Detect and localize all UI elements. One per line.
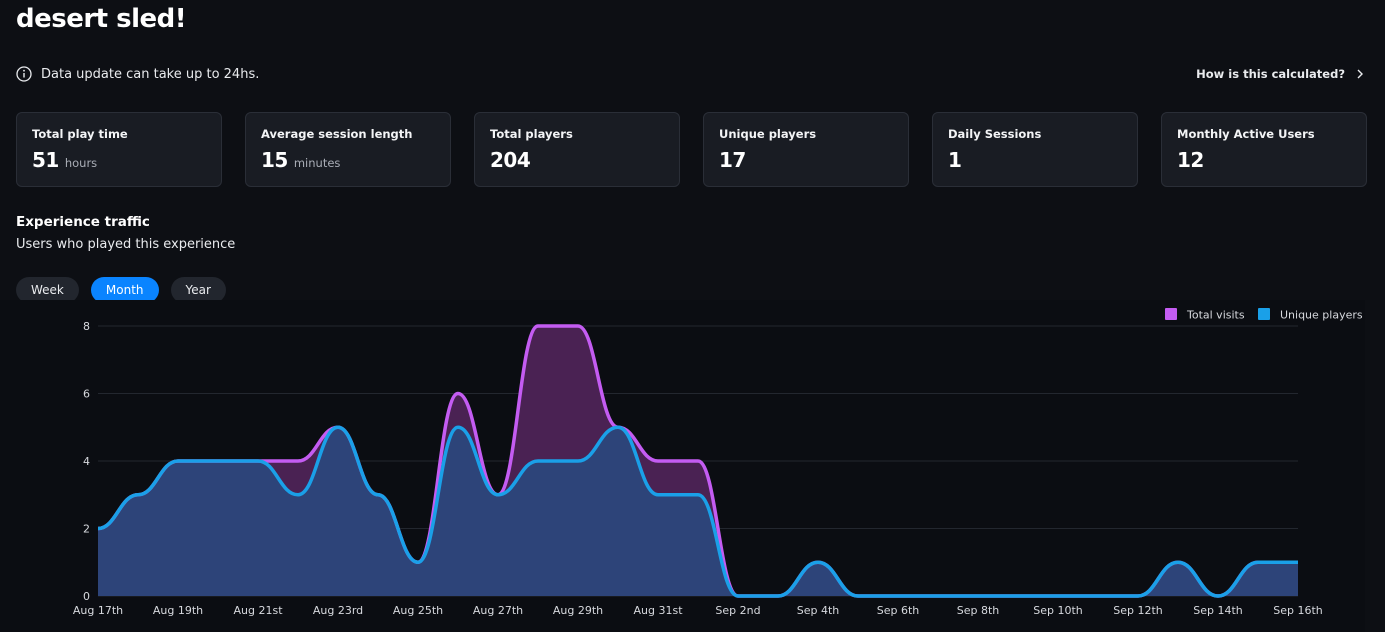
stat-card-average-session-length: Average session length 15 minutes <box>245 112 451 187</box>
stat-unit: hours <box>64 156 98 170</box>
stat-card-total-play-time: Total play time 51 hours <box>16 112 222 187</box>
stat-value: 1 <box>948 148 962 172</box>
x-tick-label: Sep 8th <box>957 604 1000 617</box>
stat-label: Total play time <box>32 127 128 141</box>
stat-unit: minutes <box>293 156 341 170</box>
legend-label: Unique players <box>1280 309 1363 322</box>
stat-value: 17 <box>719 148 746 172</box>
x-tick-label: Sep 2nd <box>715 604 760 617</box>
stat-label: Unique players <box>719 127 817 141</box>
stat-card-unique-players: Unique players 17 <box>703 112 909 187</box>
x-tick-label: Aug 27th <box>473 604 523 617</box>
x-tick-label: Aug 29th <box>553 604 603 617</box>
x-tick-label: Aug 21st <box>233 604 283 617</box>
traffic-section-subtitle: Users who played this experience <box>16 237 236 252</box>
info-icon <box>16 66 32 82</box>
x-tick-label: Sep 16th <box>1273 604 1323 617</box>
y-tick-label: 0 <box>83 590 90 603</box>
y-tick-label: 6 <box>83 388 90 401</box>
x-tick-label: Sep 6th <box>877 604 920 617</box>
chevron-right-icon <box>1357 69 1363 79</box>
stat-value: 15 <box>261 148 288 172</box>
y-tick-label: 4 <box>83 455 90 468</box>
stat-card-monthly-active-users: Monthly Active Users 12 <box>1161 112 1367 187</box>
stat-card-daily-sessions: Daily Sessions 1 <box>932 112 1138 187</box>
how-calculated-label: How is this calculated? <box>1196 67 1345 81</box>
notice-text: Data update can take up to 24hs. <box>41 66 260 82</box>
stat-label: Total players <box>490 127 573 141</box>
stat-value: 12 <box>1177 148 1204 172</box>
x-tick-label: Aug 25th <box>393 604 443 617</box>
x-tick-label: Sep 10th <box>1033 604 1083 617</box>
tab-year[interactable]: Year <box>170 277 226 303</box>
stat-label: Average session length <box>261 127 413 141</box>
tab-week[interactable]: Week <box>16 277 79 303</box>
y-tick-label: 2 <box>83 523 90 536</box>
legend-label: Total visits <box>1186 309 1245 322</box>
stat-value: 51 <box>32 148 59 172</box>
x-tick-label: Aug 23rd <box>313 604 363 617</box>
legend-swatch <box>1258 308 1270 320</box>
x-tick-label: Aug 31st <box>633 604 683 617</box>
stat-value: 204 <box>490 148 531 172</box>
stat-label: Monthly Active Users <box>1177 127 1315 141</box>
data-update-notice: Data update can take up to 24hs. <box>16 66 259 82</box>
x-tick-label: Sep 14th <box>1193 604 1243 617</box>
x-tick-label: Aug 17th <box>73 604 123 617</box>
stat-label: Daily Sessions <box>948 127 1042 141</box>
y-tick-label: 8 <box>83 320 90 333</box>
stats-cards: Total play time 51 hours Average session … <box>16 112 1367 187</box>
x-tick-label: Sep 12th <box>1113 604 1163 617</box>
legend-swatch <box>1165 308 1177 320</box>
how-calculated-link[interactable]: How is this calculated? <box>1196 67 1365 81</box>
series-line-unique-players <box>97 425 1298 598</box>
x-tick-label: Aug 19th <box>153 604 203 617</box>
page-title: desert sled! <box>16 4 187 34</box>
traffic-chart: 0 2 4 6 8 Aug 17th Aug 19th Aug 21st Aug 23rd Aug… <box>0 300 1365 632</box>
range-tabs: Week Month Year <box>16 277 226 303</box>
x-tick-label: Sep 4th <box>797 604 840 617</box>
stat-card-total-players: Total players 204 <box>474 112 680 187</box>
traffic-section-title: Experience traffic <box>16 214 150 230</box>
tab-month[interactable]: Month <box>90 277 159 303</box>
series-area-unique-players <box>98 427 1298 596</box>
